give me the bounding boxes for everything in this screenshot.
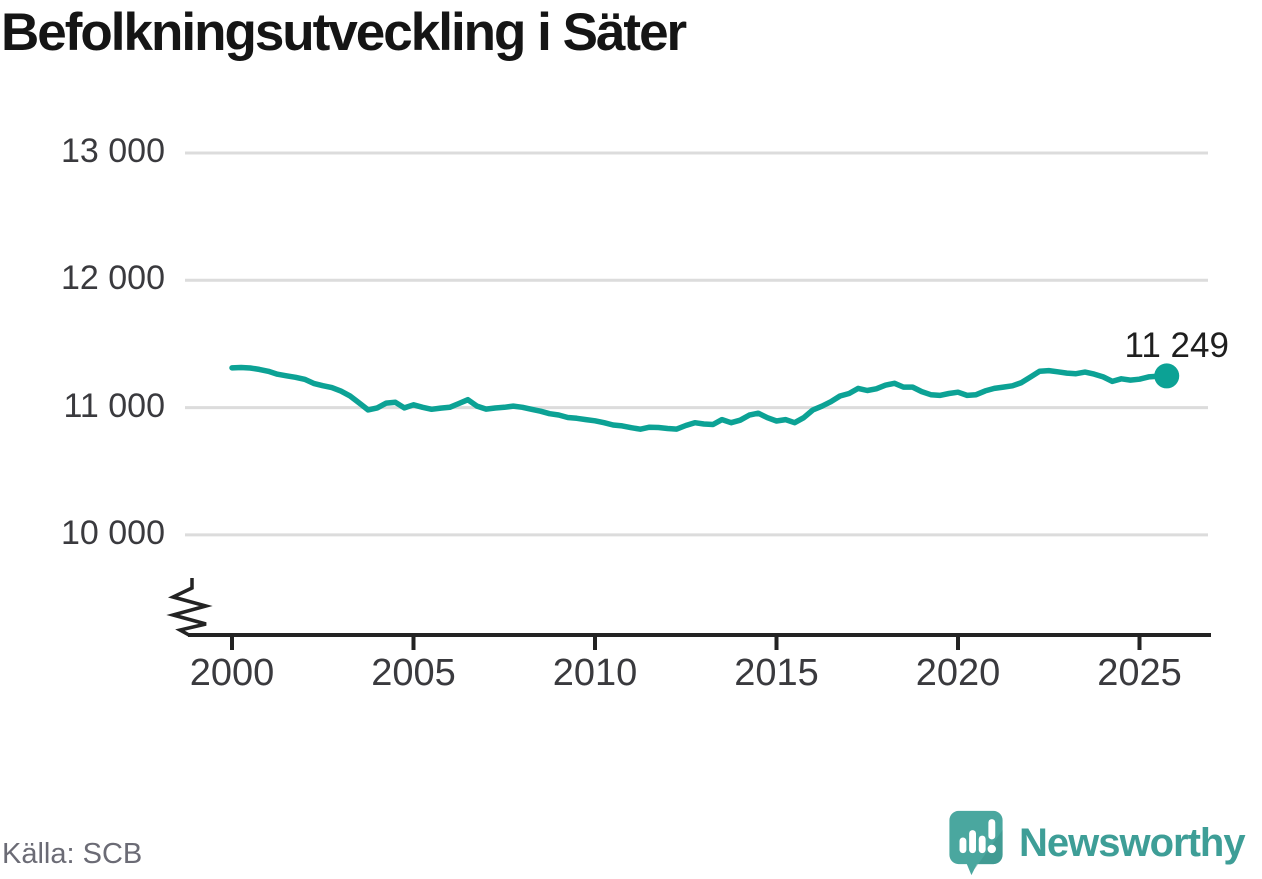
x-tick-label: 2005 [371,652,456,694]
plot-canvas [166,151,1211,650]
chart-title: Befolkningsutveckling i Säter [1,3,687,62]
x-tick-label: 2010 [552,652,638,694]
x-tick-label: 2000 [189,652,275,694]
newsworthy-logo-text: Newsworthy [1019,820,1246,865]
latest-value-dot [1154,363,1180,389]
latest-value-label: 11 249 [1124,325,1229,365]
y-tick-label: 12 000 [61,259,165,298]
newsworthy-logo: Newsworthy [948,810,1246,876]
y-tick-label: 13 000 [61,132,165,170]
x-tick-label: 2015 [734,652,819,694]
x-tick-label: 2025 [1097,652,1182,694]
y-tick-label: 11 000 [63,386,165,425]
x-tick-label: 2020 [915,652,1001,694]
y-tick-label: 10 000 [61,513,165,552]
population-series-line [229,364,1170,432]
y-axis-break-icon [166,578,213,637]
population-line-chart: 11 249 13 000 12 000 11 000 10 000 2000 2005 2… [61,132,1229,694]
source-note: Källa: SCB [2,838,143,870]
newsworthy-logo-icon [949,810,1003,876]
